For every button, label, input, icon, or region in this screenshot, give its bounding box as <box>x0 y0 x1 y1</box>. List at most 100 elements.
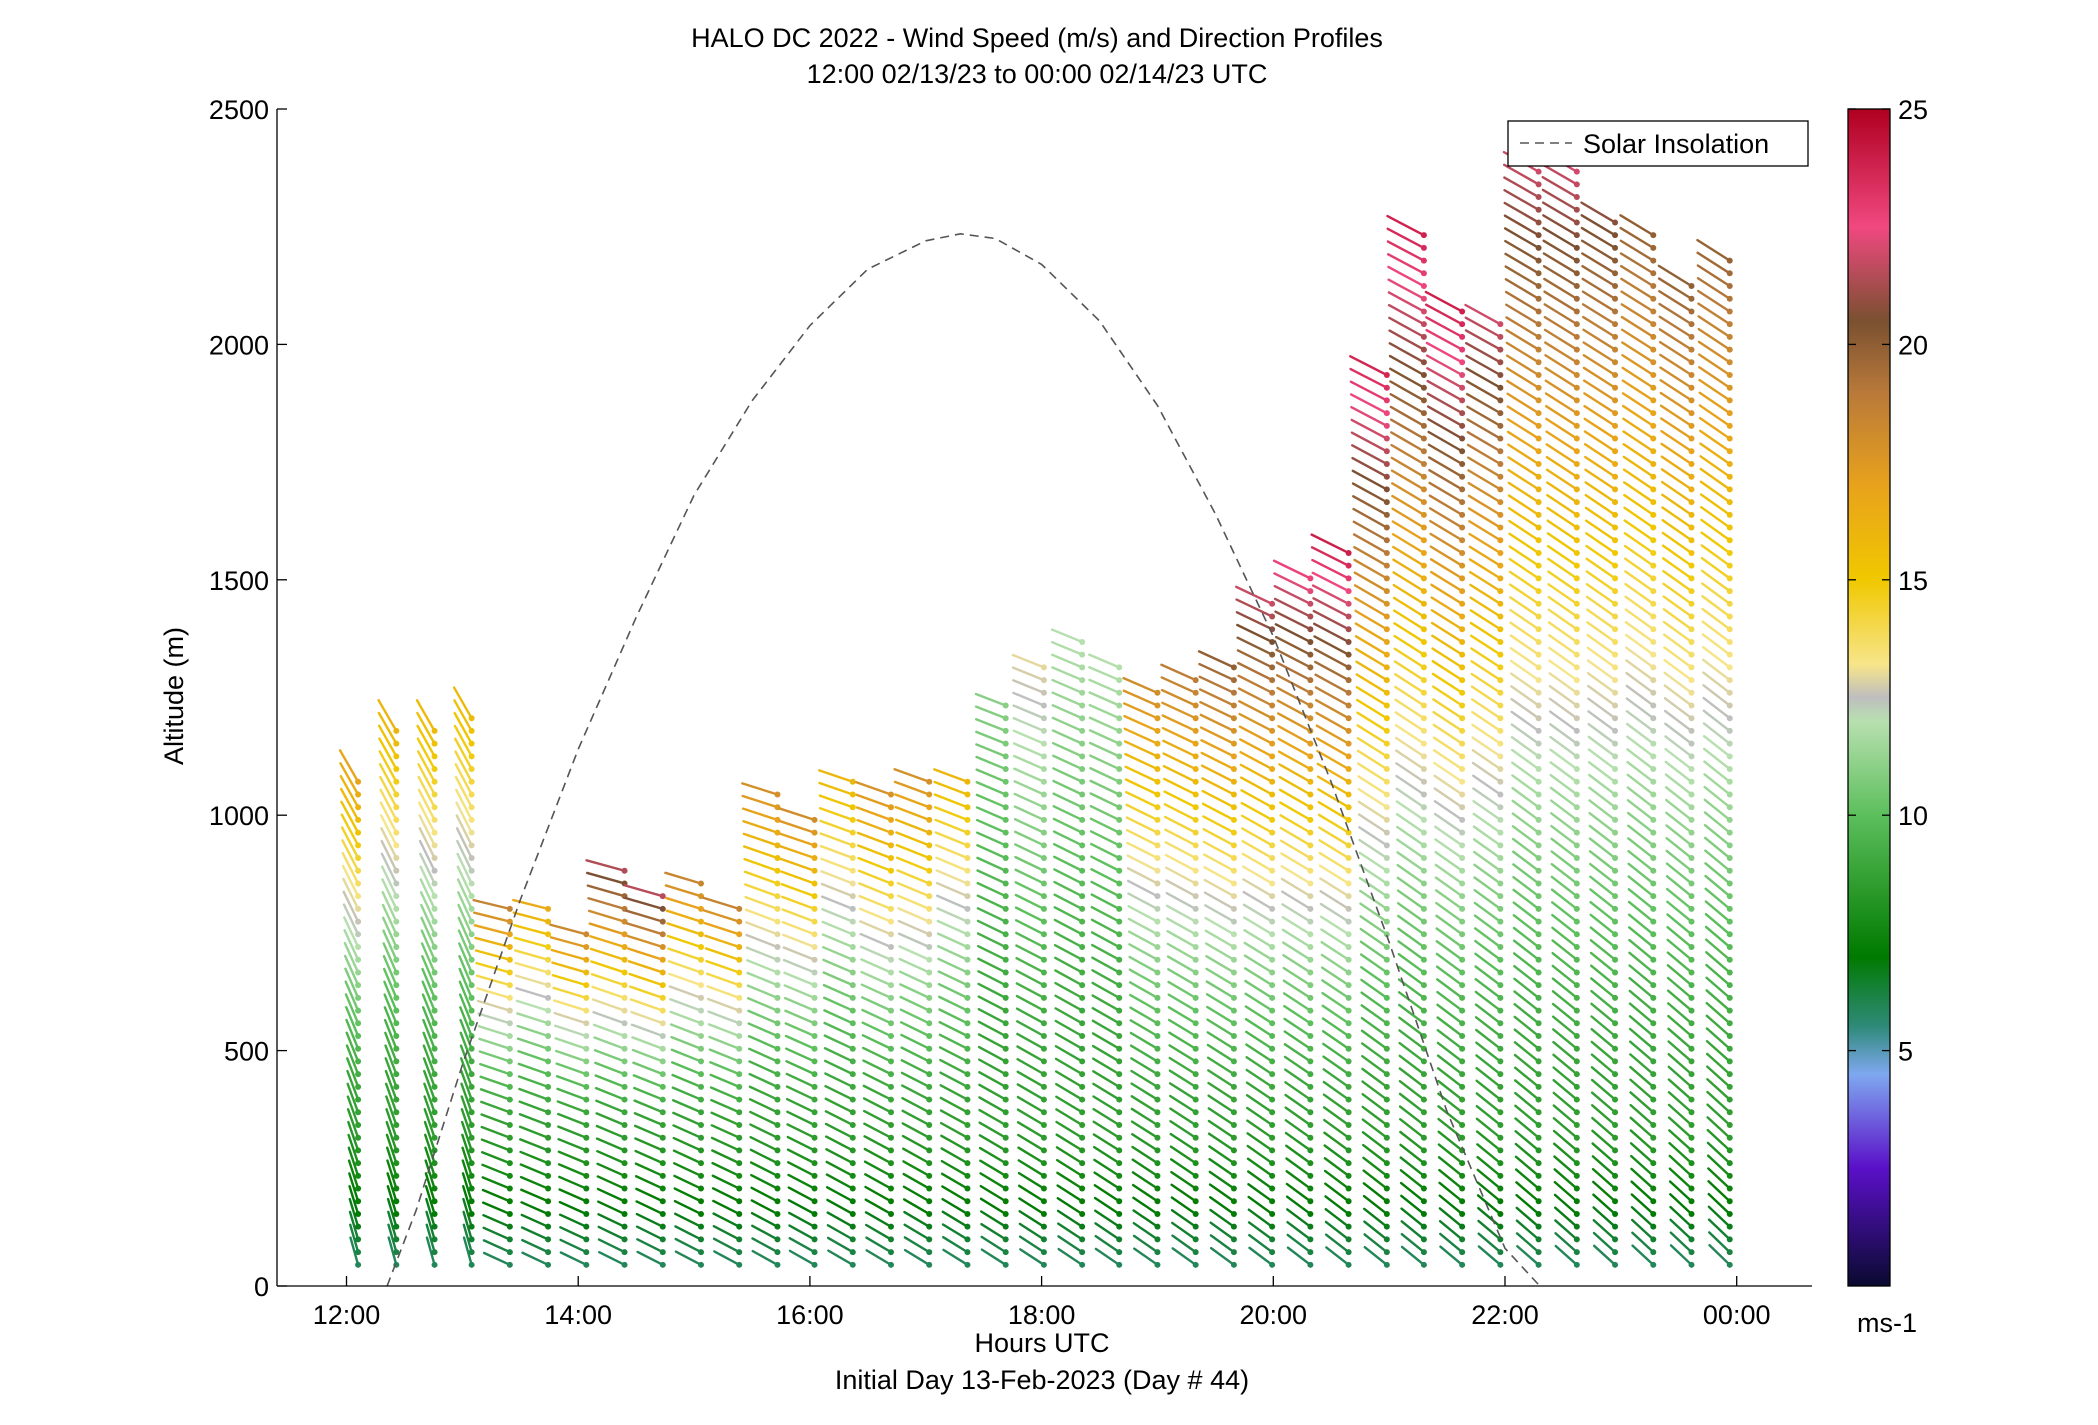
wind-barb-dot <box>1230 664 1237 671</box>
wind-barb-dot <box>1688 435 1695 442</box>
wind-barb-dot <box>1307 931 1314 938</box>
wind-barb-dot <box>1459 626 1466 633</box>
wind-barb <box>936 919 969 936</box>
wind-barb-dot <box>1420 270 1427 277</box>
wind-barb-dot <box>1269 1147 1276 1154</box>
wind-barb <box>630 1023 664 1038</box>
wind-barb-dot <box>1726 994 1733 1001</box>
wind-barb-dot <box>774 931 781 938</box>
wind-barb-dot <box>1650 791 1657 798</box>
wind-barb-dot <box>1307 740 1314 747</box>
wind-barb-dot <box>849 905 856 912</box>
wind-barb-dot <box>1459 499 1466 506</box>
wind-barb <box>1623 544 1655 567</box>
wind-barb-dot <box>774 956 781 963</box>
wind-barb-dot <box>1420 283 1427 290</box>
wind-barb-dot <box>468 982 475 989</box>
wind-barb <box>586 884 626 898</box>
wind-barb-dot <box>506 956 513 963</box>
wind-barb <box>672 1136 703 1152</box>
wind-barb-dot <box>1192 702 1199 709</box>
wind-barb-dot <box>1345 664 1352 671</box>
wind-barb <box>1699 455 1731 478</box>
wind-barb <box>673 1174 703 1190</box>
wind-barb <box>1277 737 1312 758</box>
wind-barb-dot <box>1459 359 1466 366</box>
wind-barb <box>1470 698 1502 720</box>
wind-barb <box>1051 691 1084 707</box>
wind-barb-dot <box>431 994 438 1001</box>
wind-barb-dot <box>811 1210 818 1217</box>
wind-barb <box>1505 303 1540 326</box>
wind-barb <box>1354 635 1389 656</box>
wind-barb-dot <box>1383 524 1390 531</box>
wind-barb <box>456 878 473 911</box>
wind-barb <box>455 788 473 822</box>
wind-barb-dot <box>736 905 743 912</box>
wind-barb-dot <box>1688 1083 1695 1090</box>
wind-barb-dot <box>1420 1210 1427 1217</box>
wind-barb <box>1437 1117 1464 1139</box>
wind-barb-dot <box>888 829 894 836</box>
wind-barb-dot <box>698 1096 705 1103</box>
wind-barb <box>1398 1092 1426 1114</box>
wind-barb-dot <box>1420 1223 1427 1230</box>
wind-barb <box>898 945 931 961</box>
wind-barb <box>1398 1041 1426 1063</box>
wind-barb-dot <box>1192 931 1199 938</box>
wind-barb <box>1397 952 1426 974</box>
wind-barb-dot <box>698 1147 705 1154</box>
wind-barb-dot <box>964 791 971 798</box>
wind-barb-dot <box>1154 1210 1161 1217</box>
wind-barb <box>1245 1081 1274 1101</box>
wind-barb <box>1235 585 1274 606</box>
wind-barb <box>1667 1052 1693 1076</box>
wind-barb-dot <box>1230 1261 1237 1268</box>
wind-barb <box>1628 977 1655 1000</box>
wind-barb <box>1089 767 1121 783</box>
wind-barb <box>1470 660 1502 682</box>
wind-barb <box>708 1048 741 1063</box>
wind-barb <box>482 1251 512 1267</box>
wind-barb-dot <box>1154 905 1161 912</box>
wind-barb <box>1165 879 1197 898</box>
wind-barb <box>1473 889 1502 911</box>
wind-barb-dot <box>1420 524 1427 531</box>
wind-barb <box>1553 1193 1579 1216</box>
wind-barb <box>1548 710 1579 733</box>
wind-barb <box>632 1061 664 1076</box>
wind-barb <box>1319 890 1350 911</box>
wind-barb-dot <box>1612 855 1619 862</box>
wind-barb <box>1514 1130 1540 1152</box>
wind-barb <box>1667 1091 1693 1114</box>
wind-barb-dot <box>1307 1071 1314 1078</box>
wind-barb <box>459 1057 473 1089</box>
wind-barb <box>1542 239 1579 262</box>
wind-barb <box>1387 278 1426 300</box>
wind-barb-dot <box>774 1045 781 1052</box>
wind-barb <box>1548 684 1579 707</box>
wind-barb-dot <box>1726 740 1733 747</box>
wind-barb-dot <box>1420 638 1427 645</box>
wind-barb <box>1435 965 1464 987</box>
wind-barb <box>902 1172 931 1190</box>
wind-barb-dot <box>1307 1109 1314 1116</box>
wind-barb <box>1092 1082 1121 1101</box>
wind-barb-dot <box>1383 422 1390 429</box>
wind-barb <box>1163 815 1197 834</box>
wind-barb-dot <box>1230 1045 1237 1052</box>
wind-barb-dot <box>1116 664 1123 671</box>
wind-barb <box>1352 507 1389 529</box>
wind-barb <box>1473 927 1502 949</box>
wind-barb <box>898 957 931 974</box>
wind-barb <box>1546 519 1579 542</box>
wind-barb <box>1168 1069 1197 1089</box>
wind-barb <box>1707 1205 1731 1228</box>
wind-barb <box>457 891 473 923</box>
wind-barb <box>1280 877 1312 898</box>
wind-barb <box>903 1210 931 1228</box>
wind-barb <box>478 1050 512 1063</box>
wind-barb <box>1626 760 1655 783</box>
wind-barb <box>559 1238 588 1254</box>
wind-barb <box>1236 623 1274 644</box>
